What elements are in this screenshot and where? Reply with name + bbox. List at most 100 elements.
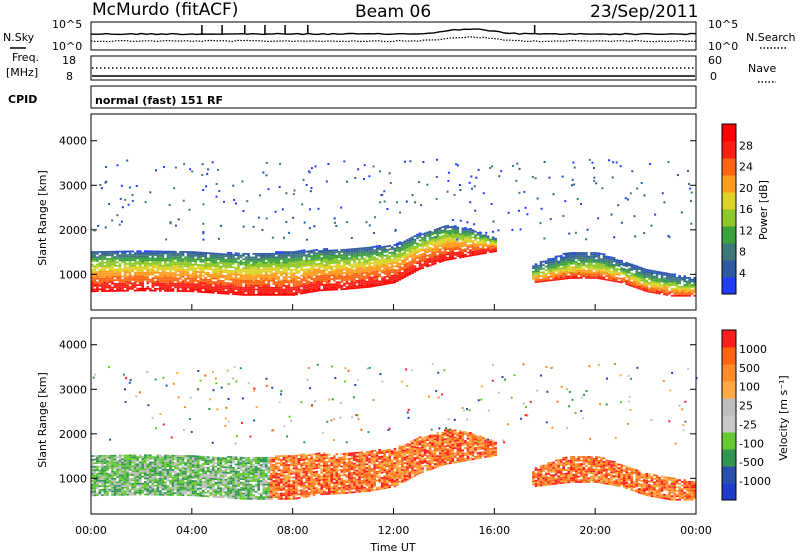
velocity-cell [131, 472, 134, 475]
power-cell [176, 265, 180, 267]
power-cell [370, 258, 374, 261]
power-cell [327, 267, 331, 270]
power-cell [542, 260, 545, 263]
power-cell [423, 236, 427, 238]
power-cell [189, 290, 192, 293]
velocity-cell [123, 454, 127, 457]
power-cell [385, 256, 389, 258]
power-cell [423, 232, 427, 235]
power-scatter-cell [564, 200, 567, 203]
power-cell [209, 264, 213, 267]
power-cell [219, 279, 223, 282]
power-cell [398, 248, 402, 251]
power-cell [219, 269, 223, 271]
power-cell [136, 287, 139, 290]
power-cell [388, 259, 392, 261]
power-cell [418, 244, 422, 247]
power-cell [176, 252, 180, 255]
power-cell [471, 254, 475, 257]
power-cell [121, 257, 124, 260]
power-cell [365, 268, 369, 271]
power-cell [254, 256, 258, 259]
power-cell [280, 263, 283, 266]
velocity-cell [176, 479, 180, 482]
power-scatter-cell [690, 199, 693, 202]
power-cell [333, 254, 336, 257]
power-cell [116, 250, 119, 253]
power-cell [569, 253, 573, 256]
velocity-cell [154, 474, 157, 476]
power-scatter-cell [282, 236, 285, 239]
velocity-cell [108, 479, 112, 482]
power-cell [350, 255, 354, 258]
power-cell [590, 255, 593, 258]
power-cell [585, 269, 588, 272]
power-cell [312, 267, 316, 270]
power-cell [169, 289, 172, 292]
power-cell [537, 268, 540, 271]
power-scatter-cell [374, 216, 377, 219]
power-cell [176, 266, 180, 269]
power-cell [237, 272, 240, 275]
power-cell [259, 261, 263, 264]
power-cell [577, 269, 581, 272]
power-scatter-cell [626, 198, 629, 201]
power-cell [214, 290, 218, 293]
power-cell [353, 283, 356, 286]
power-cell [237, 290, 240, 292]
power-cell [322, 248, 326, 251]
power-cell [232, 291, 235, 294]
power-cell [239, 284, 243, 287]
power-cell [539, 264, 543, 267]
power-cell [572, 273, 576, 276]
power-cell [335, 286, 339, 289]
power-cell [378, 284, 381, 286]
power-cell [428, 234, 432, 237]
power-cell [617, 265, 621, 267]
power-cell [385, 272, 389, 274]
power-cell [292, 256, 296, 259]
power-cell [156, 250, 160, 253]
power-cell [280, 252, 283, 255]
power-cell [143, 261, 147, 263]
velocity-cell [118, 490, 122, 493]
power-cell [322, 251, 326, 254]
power-cell [461, 231, 465, 233]
power-cell [428, 232, 432, 235]
power-cell [358, 254, 361, 257]
power-cell [632, 285, 636, 288]
velocity-cell [93, 478, 97, 481]
power-cell [234, 272, 238, 274]
power-cell [239, 288, 243, 291]
power-cell [282, 258, 286, 261]
velocity-cell [116, 481, 119, 484]
power-cell [297, 262, 301, 265]
power-cell [252, 256, 255, 259]
power-cell [199, 276, 202, 279]
power-cell [423, 237, 427, 240]
velocity-cell [181, 474, 185, 477]
power-cell [461, 250, 465, 253]
power-cell [136, 277, 139, 279]
power-cell [128, 259, 132, 262]
power-scatter-cell [601, 187, 604, 190]
power-cell [375, 273, 379, 276]
velocity-cell [123, 477, 127, 480]
power-cell [222, 280, 225, 282]
power-cell [552, 271, 555, 274]
power-cell [393, 261, 397, 264]
power-cell [494, 237, 497, 240]
power-cell [441, 242, 444, 245]
power-cell [575, 277, 578, 279]
velocity-cell [121, 479, 124, 482]
velocity-cell [123, 486, 127, 489]
velocity-cell [164, 458, 167, 461]
power-cell [118, 286, 122, 289]
velocity-cell [128, 467, 132, 469]
power-cell [625, 269, 629, 271]
power-cell [327, 283, 331, 286]
power-cell [297, 257, 301, 260]
power-cell [287, 281, 291, 284]
power-scatter-cell [676, 174, 679, 177]
